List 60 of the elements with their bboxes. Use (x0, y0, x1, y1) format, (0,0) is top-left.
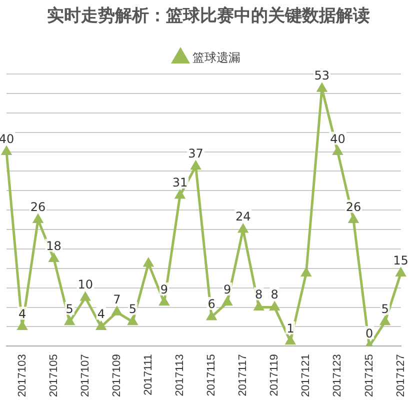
point (380, 316, 390, 326)
point (2, 146, 12, 156)
data-label: 18 (46, 238, 62, 253)
data-label: 10 (78, 278, 93, 292)
data-label: 37 (188, 146, 204, 160)
x-tick-label: 2017123 (332, 354, 344, 398)
point (317, 83, 327, 92)
data-label: 5 (128, 302, 136, 316)
data-label: 8 (270, 287, 278, 302)
data-label: 24 (235, 210, 251, 224)
data-label: 8 (255, 287, 263, 302)
data-label: 5 (381, 302, 389, 316)
data-label: 26 (346, 200, 362, 214)
point (160, 297, 169, 306)
data-label: 1 (286, 321, 294, 336)
data-label: 0 (365, 326, 374, 340)
point (222, 297, 232, 306)
x-tick-label: 2017103 (16, 354, 28, 398)
point (128, 316, 138, 326)
x-tick-label: 2017113 (174, 354, 186, 396)
point (254, 302, 264, 311)
data-label: 9 (160, 282, 168, 297)
x-tick-label: 2017121 (300, 354, 312, 398)
x-tick-label: 2017115 (206, 354, 218, 396)
point (96, 321, 106, 330)
point (80, 292, 90, 301)
data-label: 40 (330, 132, 346, 146)
data-label: 4 (18, 306, 26, 321)
point (348, 214, 358, 224)
chart-title: 实时走势解析：篮球比赛中的关键数据解读 (46, 5, 371, 28)
legend-label: 篮球遗漏 (192, 50, 240, 64)
data-label: 5 (66, 302, 74, 316)
data-label: 6 (208, 297, 216, 312)
point (144, 258, 154, 267)
point (175, 190, 185, 199)
x-tick-label: 2017105 (48, 354, 60, 398)
x-tick-label: 2017127 (394, 354, 407, 398)
data-label: 26 (30, 200, 46, 214)
x-tick-label: 2017119 (268, 354, 281, 396)
point (270, 302, 280, 311)
x-tick-label: 2017107 (79, 354, 92, 398)
point (286, 336, 296, 345)
point (301, 268, 311, 277)
x-tick-label: 2017109 (110, 354, 123, 398)
data-label: 4 (97, 306, 105, 321)
data-label: 31 (172, 176, 188, 190)
data-label: 7 (113, 292, 121, 306)
point (112, 306, 122, 316)
x-tick-label: 2017125 (363, 354, 376, 398)
x-tick-label: 2017111 (142, 354, 154, 396)
point (49, 253, 59, 262)
point (64, 316, 74, 326)
point (33, 214, 43, 224)
data-label: 9 (223, 282, 232, 297)
point (396, 268, 406, 277)
point (206, 312, 216, 320)
data-label: 15 (393, 253, 408, 268)
point (238, 224, 248, 233)
data-label: 53 (314, 68, 330, 83)
x-tick-label: 2017117 (237, 354, 250, 396)
